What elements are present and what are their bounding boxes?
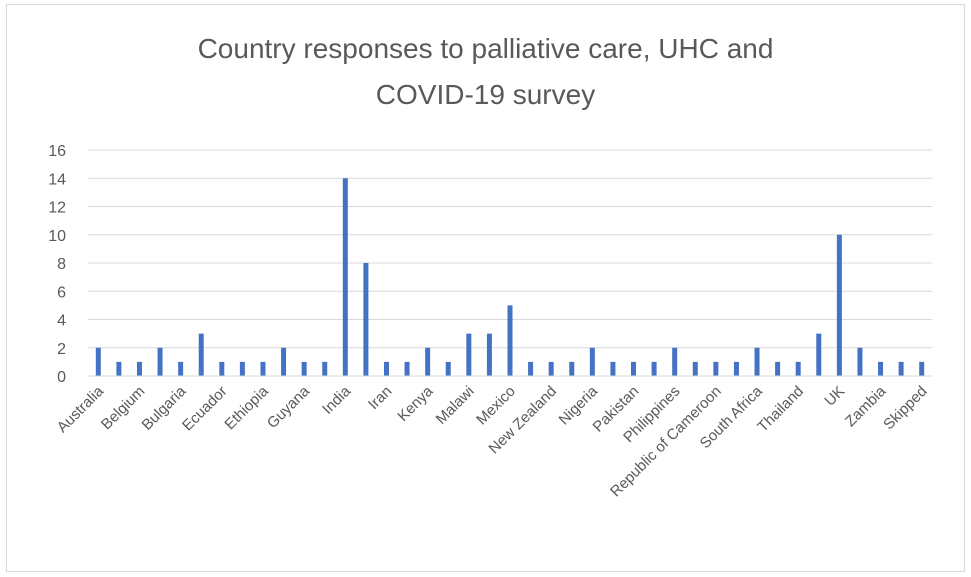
bar (260, 361, 266, 376)
bar (836, 234, 842, 376)
bar (281, 347, 287, 376)
bar (610, 361, 616, 376)
bar (301, 361, 307, 376)
bar (239, 361, 245, 376)
y-tick-label: 14 (48, 171, 66, 188)
bar (507, 305, 513, 376)
x-tick-label: Skipped (880, 383, 930, 433)
bar (445, 361, 451, 376)
y-tick-label: 4 (57, 313, 66, 330)
chart-frame (6, 4, 965, 572)
bar (116, 361, 122, 376)
y-tick-label: 2 (57, 341, 66, 358)
bar (383, 361, 389, 376)
bar (425, 347, 431, 376)
bar (404, 361, 410, 376)
bar (775, 361, 781, 376)
bar (178, 361, 184, 376)
y-tick-label: 0 (57, 369, 66, 386)
x-axis-tick-labels: AustraliaBelgiumBulgariaEcuadorEthiopiaG… (54, 382, 931, 500)
bar (136, 361, 142, 376)
chart-title-line-2: COVID-19 survey (375, 79, 596, 110)
chart-title: Country responses to palliative care, UH… (0, 26, 971, 118)
bar (589, 347, 595, 376)
bar (198, 333, 204, 376)
x-tick-label: Guyana (264, 382, 314, 432)
x-tick-label: Thailand (754, 383, 807, 436)
bar (898, 361, 904, 376)
bar (878, 361, 884, 376)
x-tick-label: Ecuador (179, 383, 231, 435)
x-tick-label: Ethiopia (221, 382, 272, 433)
bar (631, 361, 637, 376)
bar (342, 178, 348, 376)
bar (157, 347, 163, 376)
chart-title-line-1: Country responses to palliative care, UH… (197, 33, 774, 64)
bar (754, 347, 760, 376)
bar (219, 361, 225, 376)
x-tick-label: Australia (54, 382, 108, 436)
bars (95, 178, 925, 376)
x-tick-label: Kenya (394, 382, 437, 425)
bar (795, 361, 801, 376)
bar (322, 361, 328, 376)
bar (692, 361, 698, 376)
bar (651, 361, 657, 376)
bar (363, 263, 369, 376)
y-tick-label: 12 (48, 200, 66, 217)
x-tick-label: Malawi (433, 383, 478, 428)
bar (672, 347, 678, 376)
bar (486, 333, 492, 376)
x-tick-label: Belgium (98, 383, 148, 433)
bar (95, 347, 101, 376)
bar (857, 347, 863, 376)
bar (466, 333, 472, 376)
bar (733, 361, 739, 376)
y-tick-label: 8 (57, 256, 66, 273)
gridlines (88, 149, 932, 349)
x-tick-label: Iran (365, 383, 395, 413)
x-tick-label: India (319, 382, 354, 417)
y-tick-label: 16 (48, 143, 66, 160)
bar (528, 361, 534, 376)
y-axis-tick-labels: 0 2 4 6 8 10 12 14 16 (48, 143, 66, 386)
bar (569, 361, 575, 376)
y-tick-label: 6 (57, 284, 66, 301)
bar (713, 361, 719, 376)
bar (548, 361, 554, 376)
x-tick-label: UK (821, 383, 848, 410)
bar (816, 333, 822, 376)
y-tick-label: 10 (48, 228, 66, 245)
bar (919, 361, 925, 376)
